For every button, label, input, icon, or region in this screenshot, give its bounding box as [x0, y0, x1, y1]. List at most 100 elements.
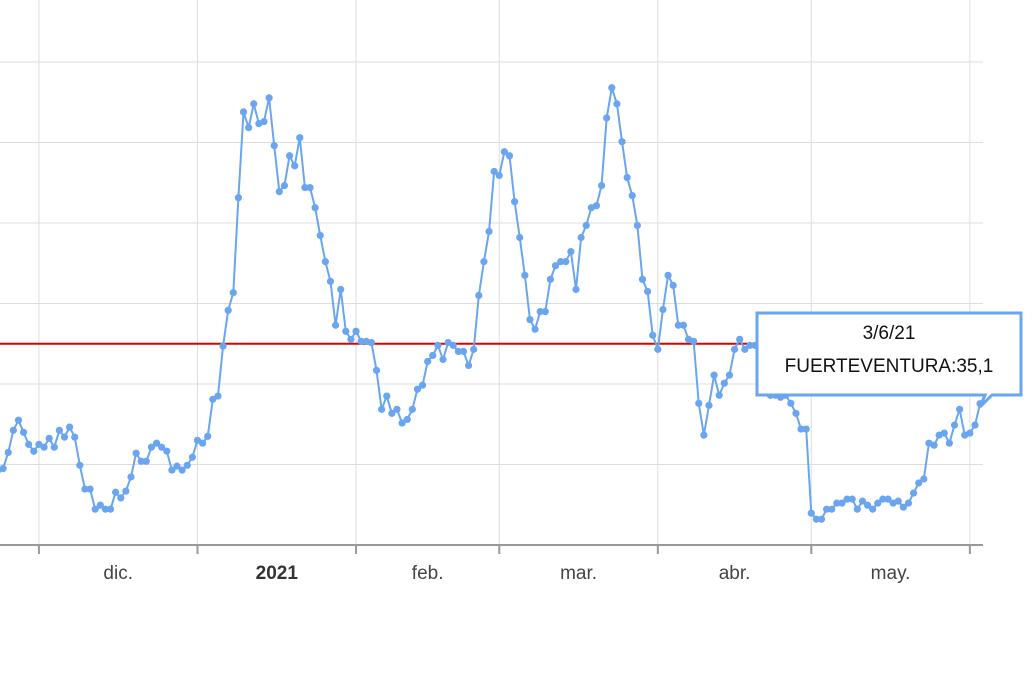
data-point: [633, 221, 641, 230]
data-point: [628, 192, 636, 200]
data-point: [551, 262, 560, 270]
data-point: [424, 357, 432, 366]
data-point: [449, 341, 457, 349]
data-point: [644, 287, 652, 296]
data-point: [91, 505, 99, 513]
data-point: [843, 495, 851, 503]
data-point: [367, 338, 375, 347]
data-point: [132, 449, 140, 457]
data-point: [454, 347, 462, 355]
data-point: [383, 392, 391, 400]
data-point: [30, 447, 38, 455]
data-point: [4, 448, 12, 457]
data-point: [869, 505, 877, 513]
data-point: [787, 399, 795, 407]
data-point: [899, 503, 907, 511]
x-tick-label: mar.: [560, 563, 597, 584]
data-point: [270, 142, 278, 150]
data-point: [956, 405, 964, 413]
data-point: [265, 94, 273, 102]
data-point: [516, 233, 524, 242]
data-point: [807, 509, 815, 517]
data-point: [904, 499, 913, 507]
data-point: [331, 321, 340, 329]
data-point: [874, 499, 882, 507]
data-point: [710, 371, 718, 379]
data-point: [909, 489, 918, 497]
data-point: [736, 335, 744, 343]
data-point: [209, 395, 217, 403]
data-point: [618, 138, 626, 146]
data-point: [106, 505, 115, 513]
tooltip-box: [755, 311, 1023, 409]
data-point: [546, 275, 555, 283]
x-tick-label: dic.: [103, 563, 133, 584]
data-point: [418, 381, 427, 389]
data-point: [863, 501, 872, 509]
data-point: [526, 316, 534, 324]
data-point: [511, 198, 519, 206]
data-point: [337, 285, 345, 294]
data-point: [812, 515, 821, 523]
data-point: [659, 305, 667, 314]
data-point: [229, 289, 237, 297]
data-point: [802, 425, 810, 433]
data-point: [25, 440, 33, 448]
data-point: [480, 258, 488, 266]
data-point: [439, 355, 447, 364]
data-point: [459, 347, 468, 355]
data-point: [649, 331, 657, 339]
data-point: [306, 183, 314, 192]
data-point: [101, 505, 110, 513]
data-point: [797, 425, 805, 433]
data-point: [700, 431, 708, 439]
data-point: [403, 415, 411, 424]
data-point: [55, 426, 63, 434]
data-point: [705, 401, 713, 409]
data-point: [858, 497, 867, 505]
data-point: [623, 173, 631, 182]
data-point: [838, 499, 846, 507]
data-point: [541, 307, 549, 316]
data-point: [715, 391, 723, 399]
data-point: [940, 429, 948, 437]
data-point: [239, 108, 248, 116]
data-point: [122, 487, 130, 495]
data-point: [86, 485, 94, 493]
data-point: [485, 227, 493, 236]
data-point: [408, 405, 416, 413]
data-point: [372, 366, 381, 374]
data-point: [378, 405, 386, 413]
data-point: [214, 392, 222, 400]
data-point: [536, 307, 544, 316]
data-point: [260, 117, 268, 126]
data-point: [674, 321, 682, 329]
data-point: [234, 194, 243, 202]
data-point: [603, 114, 611, 122]
data-point: [572, 285, 580, 294]
data-point: [357, 337, 365, 345]
data-point: [562, 258, 570, 266]
data-point: [173, 462, 181, 470]
data-point: [45, 434, 53, 442]
data-point: [664, 271, 672, 279]
data-point: [833, 499, 841, 507]
data-point: [531, 325, 539, 333]
data-point: [971, 421, 979, 429]
data-point: [475, 291, 483, 300]
data-point: [66, 423, 74, 431]
data-point: [730, 345, 739, 353]
data-point: [245, 124, 253, 132]
data-point: [464, 361, 473, 370]
x-tick-label: feb.: [412, 563, 444, 584]
data-point: [285, 152, 294, 160]
data-point: [137, 457, 145, 465]
data-point: [848, 495, 856, 503]
data-point: [945, 439, 953, 447]
data-point: [500, 148, 508, 156]
data-point: [915, 479, 923, 487]
data-point: [950, 421, 959, 429]
tooltip: 3/6/21 FUERTEVENTURA:35,1: [755, 311, 1023, 409]
